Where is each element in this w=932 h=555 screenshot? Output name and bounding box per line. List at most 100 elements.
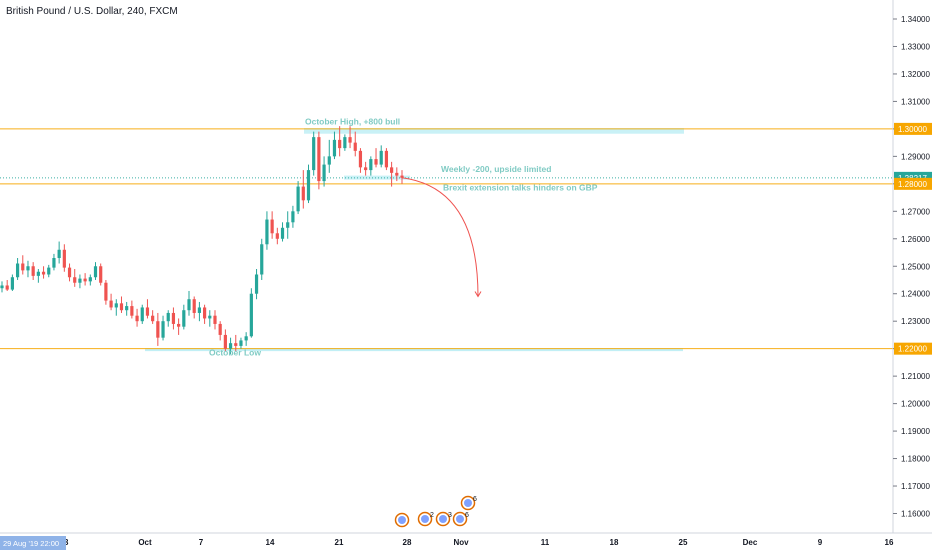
candle <box>234 334 238 352</box>
time-tick-label: 28 <box>403 538 412 547</box>
candle-body <box>260 244 264 275</box>
candle <box>145 299 150 319</box>
candle-body <box>374 159 378 165</box>
candle-body <box>166 312 170 322</box>
time-tick-label: Oct <box>138 538 152 547</box>
candle-body <box>291 211 295 223</box>
candle-body <box>182 310 186 327</box>
candle <box>177 318 181 335</box>
economic-event-badge[interactable]: 3 <box>435 511 453 527</box>
time-tick-label: 11 <box>541 538 550 547</box>
price-label-box <box>894 122 932 135</box>
candles-layer <box>0 126 404 355</box>
chart-annotation: October Low <box>209 348 261 358</box>
candle <box>364 161 368 176</box>
economic-event-badge[interactable] <box>394 512 410 528</box>
candle-body <box>83 278 87 282</box>
candle-body <box>348 137 352 143</box>
time-tick-label: 16 <box>885 538 894 547</box>
event-count: 3 <box>448 512 452 519</box>
price-tick-label: 1.16000 <box>901 510 930 519</box>
candle-body <box>99 266 103 283</box>
candle <box>202 304 207 324</box>
candle <box>192 296 196 319</box>
candle-body <box>338 139 342 149</box>
candle <box>270 211 274 239</box>
candle <box>36 268 40 283</box>
candle-body <box>395 172 399 176</box>
price-label-text: 1.28000 <box>898 180 927 189</box>
candle-body <box>280 227 285 239</box>
economic-event-badge[interactable]: 6 <box>452 511 470 527</box>
chart-annotation: October High, +800 bull <box>305 117 400 127</box>
candle <box>67 263 72 282</box>
candle-body <box>390 167 394 173</box>
candle-body <box>312 137 316 171</box>
candle-body <box>0 285 4 289</box>
candle-body <box>296 186 300 212</box>
chart-annotation: Brexit extension talks hinders on GBP <box>443 183 598 193</box>
candle <box>275 227 279 245</box>
candle <box>21 255 25 275</box>
candle-body <box>67 267 72 278</box>
candle-body <box>384 150 389 168</box>
candle <box>99 263 103 286</box>
price-tick-label: 1.21000 <box>901 372 930 381</box>
candle <box>161 315 165 341</box>
candle <box>197 301 202 322</box>
candle <box>254 268 259 300</box>
candle <box>135 308 139 327</box>
candle <box>249 288 253 338</box>
weekly-zone <box>344 175 410 180</box>
price-label-text: 1.30000 <box>898 125 927 134</box>
economic-event-badge[interactable]: 2 <box>417 511 435 527</box>
candle-body <box>151 315 155 322</box>
price-label-text: 1.22000 <box>898 345 927 354</box>
price-tick-label: 1.23000 <box>901 317 930 326</box>
candle-body <box>265 219 269 245</box>
candle-body <box>36 271 40 276</box>
time-tick-label: 18 <box>610 538 619 547</box>
price-axis[interactable]: 1.34000 1.33000 1.32000 1.31000 1.30000 1.290… <box>892 0 932 533</box>
candle-body <box>52 258 56 268</box>
candle <box>312 131 316 176</box>
events-layer[interactable]: 2 3 6 6 <box>394 495 478 528</box>
annotations-layer: October High, +800 bull Weekly -200, upsi… <box>209 117 598 358</box>
price-tick-label: 1.20000 <box>901 400 930 409</box>
candle-body <box>5 285 9 290</box>
candle <box>322 156 326 187</box>
candle <box>10 274 14 291</box>
candle-body <box>177 323 181 327</box>
candle <box>47 264 51 278</box>
candle-body <box>364 167 368 171</box>
candle-body <box>202 307 207 319</box>
candle-body <box>145 307 150 316</box>
time-tick-label: Dec <box>743 538 758 547</box>
price-tick-label: 1.24000 <box>901 290 930 299</box>
candle <box>166 310 170 327</box>
candle-body <box>275 233 279 239</box>
economic-event-badge[interactable]: 6 <box>460 495 478 511</box>
candle-body <box>322 164 326 182</box>
candle <box>260 238 264 280</box>
candle-body <box>41 271 46 275</box>
price-tick-label: 1.31000 <box>901 97 930 106</box>
event-count: 6 <box>465 512 469 519</box>
candle-body <box>119 303 124 311</box>
candle-body <box>270 219 274 234</box>
candle <box>109 293 113 311</box>
candle <box>151 310 155 324</box>
candle-body <box>223 334 227 349</box>
price-tick-label: 1.17000 <box>901 482 930 491</box>
candle <box>343 134 347 151</box>
candle <box>353 131 357 157</box>
projection-arrow-path <box>401 177 479 297</box>
time-axis[interactable]: 23Oct7142128Nov111825Dec91629 Aug '19 22… <box>0 532 932 550</box>
candle <box>400 170 404 184</box>
candle-body <box>26 266 30 271</box>
candle-body <box>306 170 311 201</box>
candle <box>395 167 399 182</box>
candle-body <box>135 315 139 322</box>
